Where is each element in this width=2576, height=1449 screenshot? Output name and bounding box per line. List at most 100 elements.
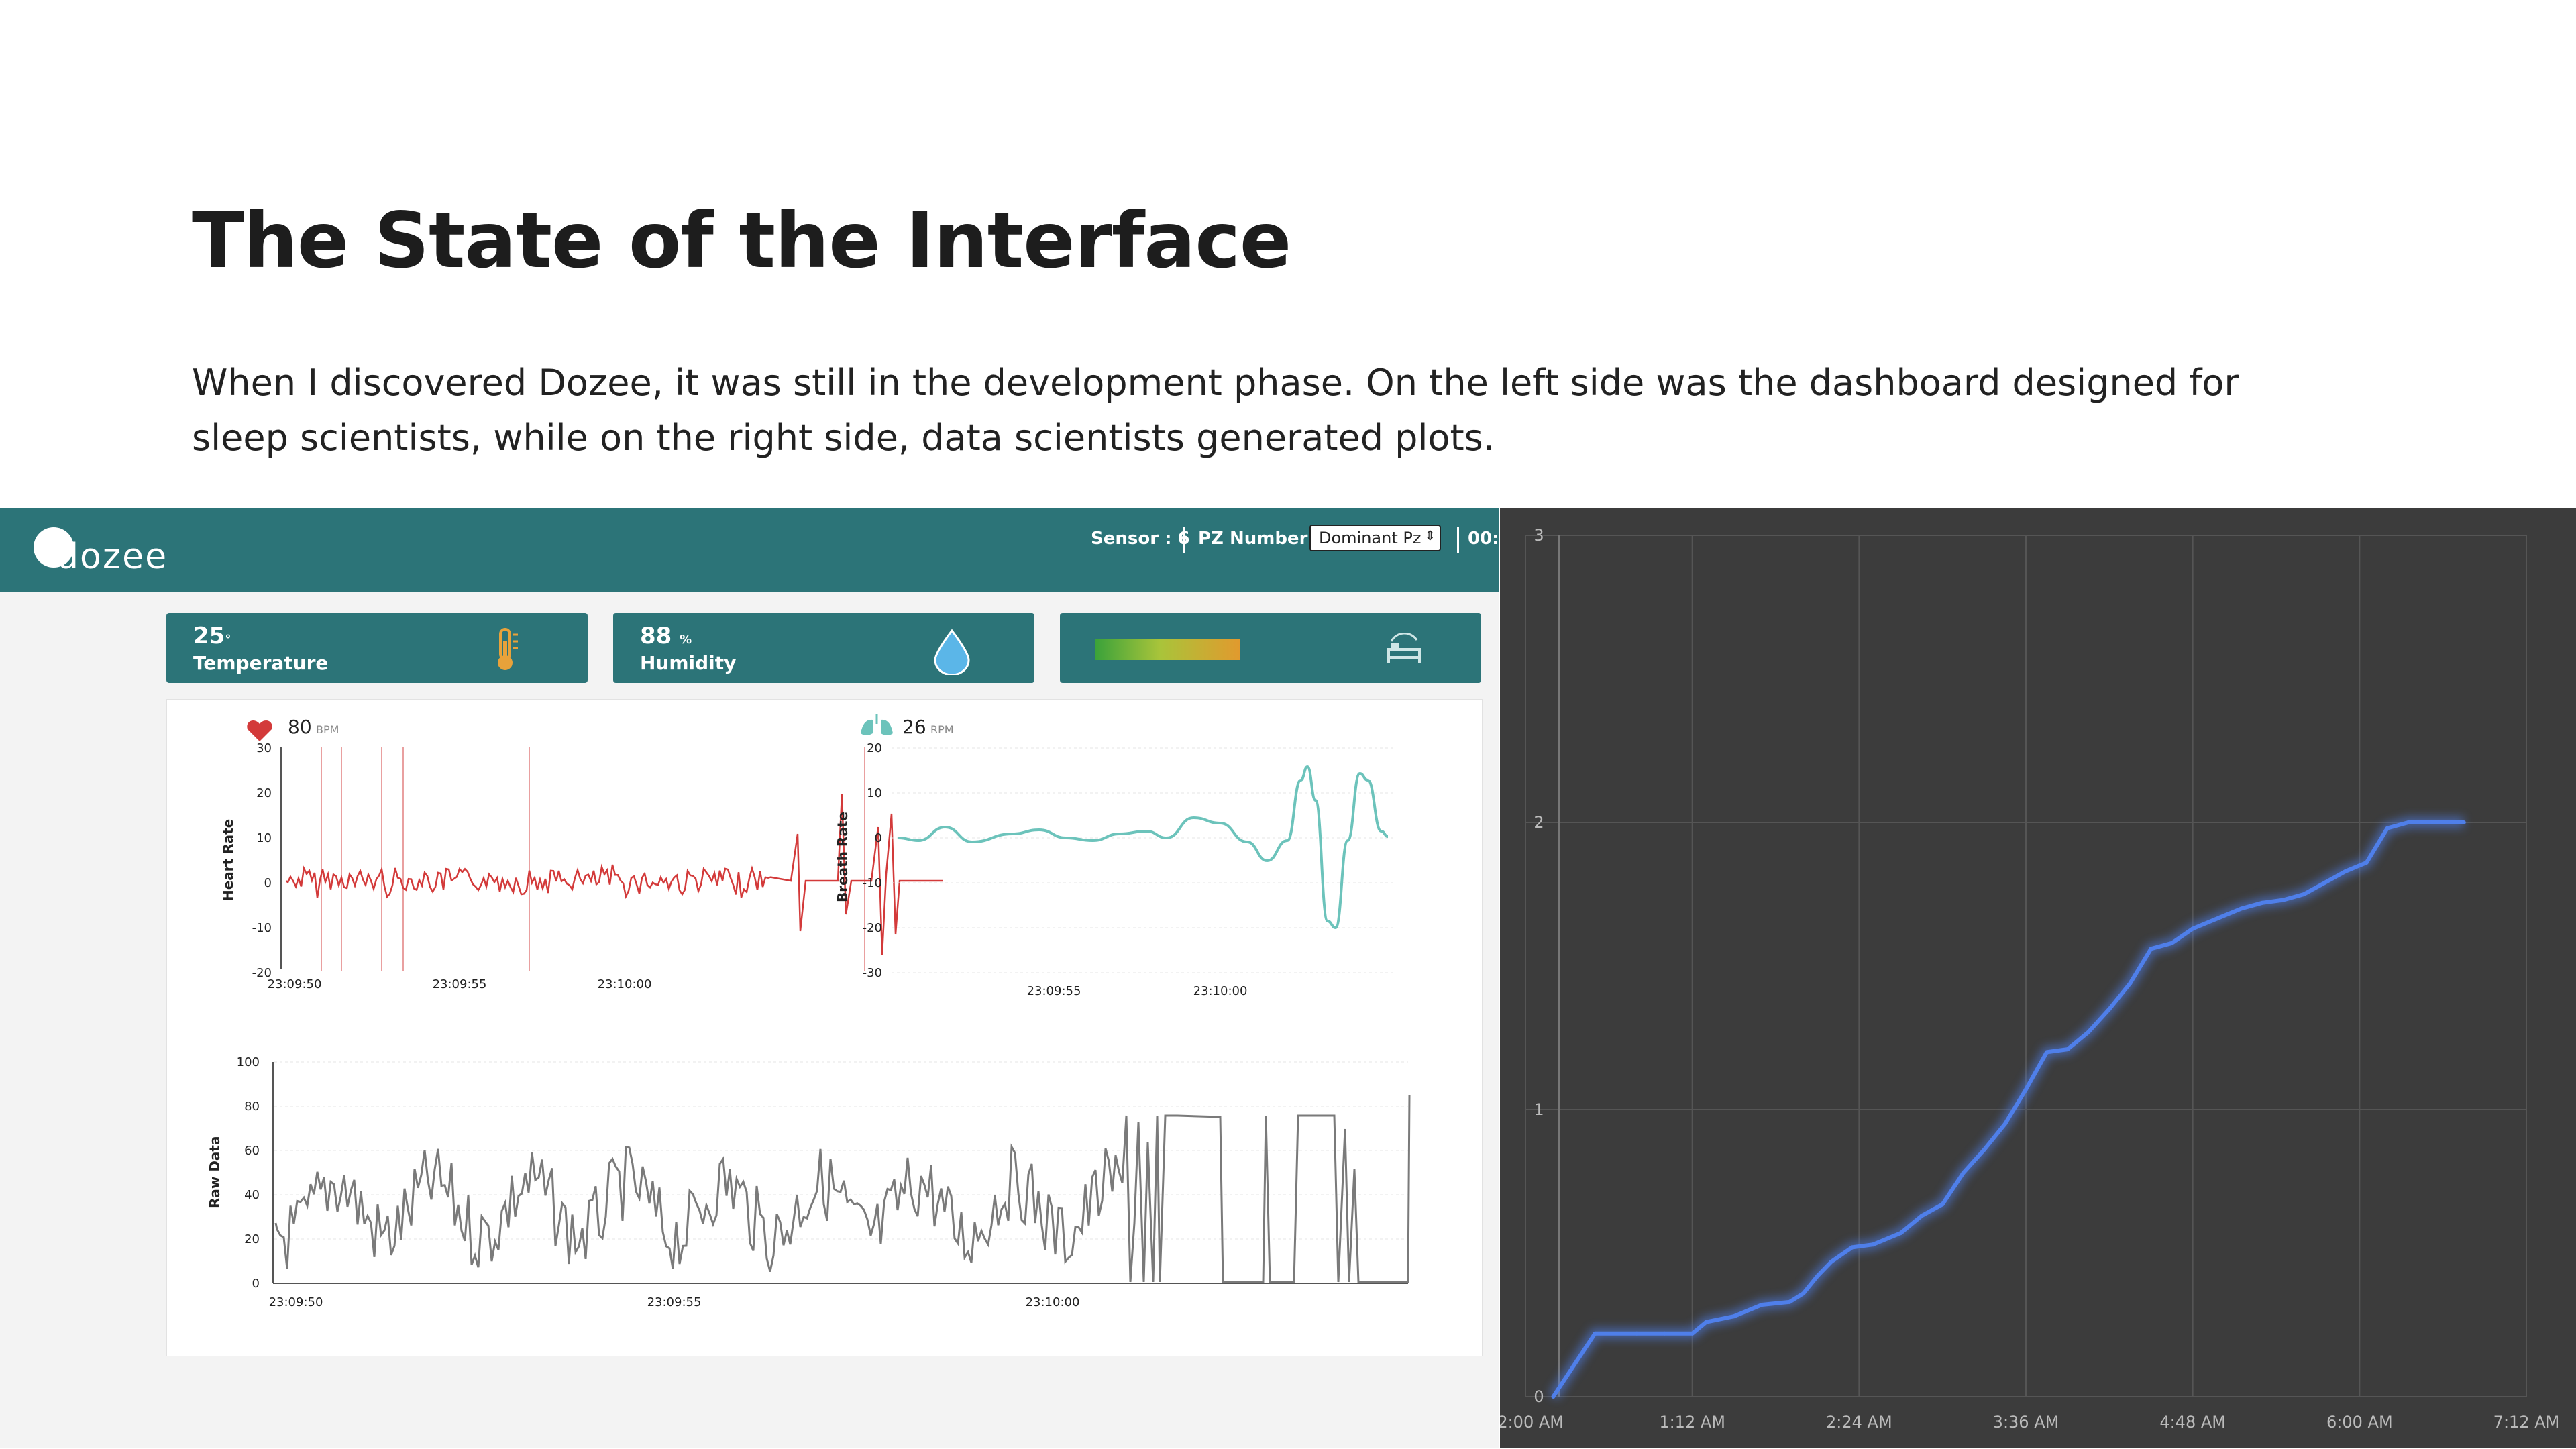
breath-y-tick: -30 <box>863 966 882 980</box>
temperature-label: Temperature <box>193 652 329 674</box>
heart-y-tick: 20 <box>256 786 272 800</box>
data-point <box>2086 1030 2091 1034</box>
data-point <box>2218 915 2223 920</box>
data-point <box>1961 1171 1966 1175</box>
raw-data-axis-label: Raw Data <box>207 1136 223 1209</box>
data-point <box>1634 1331 1639 1336</box>
data-point <box>2281 898 2286 902</box>
dozee-logo-icon <box>34 527 74 568</box>
raw-y-tick: 40 <box>244 1188 260 1202</box>
data-point <box>2190 926 2195 931</box>
data-point <box>1982 1147 1986 1152</box>
data-point <box>2302 892 2306 896</box>
breath-rate-chart: 26 RPM 20 10 0 -10 -20 -30 23:09:55 23:10:00 B… <box>835 714 1395 998</box>
series-line <box>1551 820 2464 1398</box>
raw-y-tick: 100 <box>237 1055 260 1069</box>
data-science-plot-screenshot: 12:00 AM 1:12 AM 2:24 AM 3:36 AM 4:48 AM 6:00… <box>1500 508 2576 1448</box>
heart-rate-chart: 80 BPM 30 20 10 0 -10 -20 23:09:50 23:09:55 23:… <box>220 716 943 991</box>
intro-paragraph: When I discovered Dozee, it was still in… <box>192 362 2239 459</box>
x-tick-label: 7:12 AM <box>2493 1413 2560 1432</box>
data-point <box>1760 1303 1764 1307</box>
raw-y-tick: 60 <box>244 1144 260 1158</box>
temperature-card: 25° Temperature <box>166 613 588 683</box>
raw-data-line <box>274 1095 1411 1283</box>
breath-y-tick: 10 <box>867 786 882 800</box>
page-title: The State of the Interface <box>192 196 1291 285</box>
x-tick-label: 1:12 AM <box>1659 1413 1725 1432</box>
heart-x-tick: 23:09:50 <box>268 977 322 991</box>
heart-x-tick: 23:09:55 <box>433 977 487 991</box>
breath-rate-value: 26 <box>902 716 926 738</box>
heart-rate-value: 80 <box>288 716 312 738</box>
humidity-label: Humidity <box>640 652 737 674</box>
heart-y-tick: -20 <box>252 966 272 980</box>
dozee-dashboard-screenshot: dozee Sensor : 6 PZ Number Dominant Pz ⇕… <box>0 508 1499 1448</box>
y-tick-label: 2 <box>1534 813 1544 832</box>
data-point <box>1871 1242 1876 1247</box>
data-point <box>2426 820 2431 824</box>
heart-y-tick: -10 <box>252 921 272 935</box>
data-point <box>1787 1299 1792 1304</box>
data-point <box>2260 900 2265 905</box>
sleep-quality-card <box>1060 613 1481 683</box>
data-point <box>2065 1047 2070 1052</box>
raw-y-tick: 20 <box>244 1232 260 1246</box>
data-point <box>1919 1214 1924 1218</box>
raw-x-tick: 23:10:00 <box>1026 1295 1080 1309</box>
data-point <box>1704 1320 1709 1324</box>
temperature-value: 25° <box>193 623 231 649</box>
data-point <box>2045 1050 2049 1055</box>
brand-name: dozee <box>56 537 168 577</box>
data-point <box>1593 1331 1597 1336</box>
heart-rate-unit: BPM <box>316 723 339 736</box>
humidity-value: 88 % <box>640 623 692 649</box>
data-point <box>2128 981 2133 985</box>
data-point <box>1731 1314 1736 1319</box>
time-display: 00:0 <box>1468 529 1499 549</box>
data-point <box>2364 860 2369 865</box>
humidity-card: 88 % Humidity <box>613 613 1034 683</box>
data-point <box>1690 1331 1695 1336</box>
data-point <box>1801 1291 1806 1295</box>
raw-x-tick: 23:09:55 <box>647 1295 702 1309</box>
pz-select[interactable]: Dominant Pz ⇕ <box>1309 525 1441 551</box>
breath-y-tick: 20 <box>867 741 882 755</box>
heart-y-tick: 0 <box>264 876 272 890</box>
x-tick-label: 6:00 AM <box>2326 1413 2393 1432</box>
x-tick-label: 12:00 AM <box>1500 1413 1564 1432</box>
data-point <box>2343 869 2348 873</box>
heart-rate-axis-label: Heart Rate <box>220 819 236 901</box>
breath-y-tick: -10 <box>863 876 882 890</box>
data-point <box>2107 1007 2112 1012</box>
water-drop-icon <box>934 629 970 675</box>
pz-number-label: PZ Number <box>1198 529 1308 549</box>
data-point <box>2461 820 2466 824</box>
select-arrows-icon: ⇕ <box>1424 527 1436 543</box>
header-divider <box>1183 527 1185 553</box>
thermometer-icon <box>498 628 518 670</box>
raw-data-chart: 100 80 60 40 20 0 23:09:50 23:09:55 23:10:00 Ra… <box>207 1055 1411 1309</box>
data-point <box>1551 1395 1556 1399</box>
breath-y-tick: 0 <box>875 831 882 845</box>
data-point <box>2406 820 2410 824</box>
bed-icon <box>1387 633 1421 663</box>
vitals-charts-panel: 80 BPM 30 20 10 0 -10 -20 23:09:50 23:09:55 23:… <box>166 699 1483 1356</box>
lungs-icon <box>861 719 893 735</box>
dashboard-header: dozee Sensor : 6 PZ Number Dominant Pz ⇕… <box>0 508 1499 592</box>
raw-x-tick: 23:09:50 <box>269 1295 323 1309</box>
heart-y-tick: 10 <box>256 831 272 845</box>
cumulative-line-chart: 12:00 AM 1:12 AM 2:24 AM 3:36 AM 4:48 AM 6:00… <box>1500 526 2560 1432</box>
data-point <box>2322 880 2327 885</box>
breath-x-tick: 23:09:55 <box>1027 984 1081 998</box>
data-point <box>1940 1202 1945 1207</box>
sensor-label: Sensor : 6 <box>1091 529 1190 549</box>
breath-x-tick: 23:10:00 <box>1193 984 1248 998</box>
breath-rate-line <box>898 765 1389 930</box>
raw-y-tick: 80 <box>244 1099 260 1114</box>
breath-y-tick: -20 <box>863 921 882 935</box>
header-divider <box>1457 527 1459 553</box>
heart-rate-line <box>286 793 943 955</box>
breath-rate-axis-label: Breath Rate <box>835 812 851 902</box>
data-point <box>1898 1231 1903 1235</box>
